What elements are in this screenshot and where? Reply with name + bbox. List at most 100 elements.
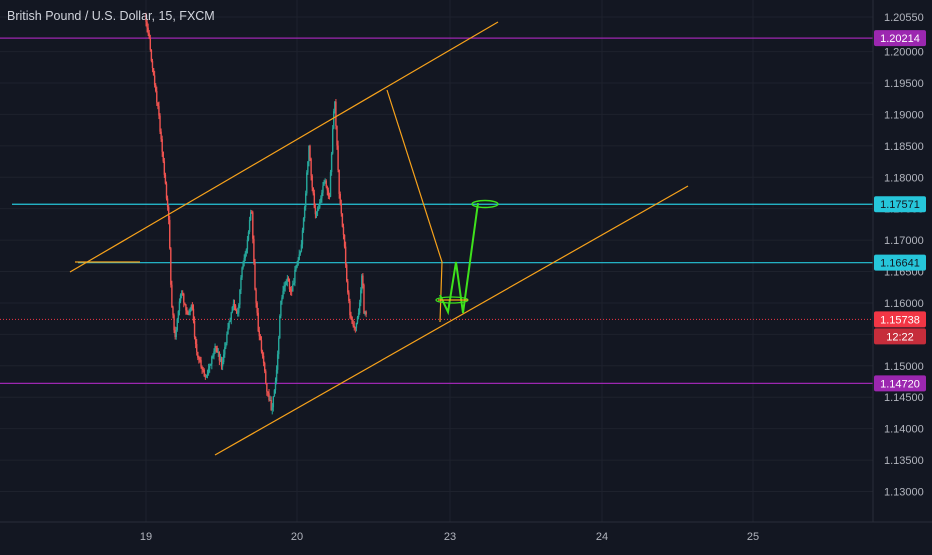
candle-body [256, 302, 258, 313]
candle-body [300, 244, 303, 252]
candle-body [211, 356, 213, 365]
candle-body [171, 284, 173, 308]
candle-body [173, 315, 175, 331]
candle-body [242, 262, 244, 268]
candle-body [204, 376, 207, 378]
candle-body [324, 180, 326, 182]
candle-body [309, 145, 311, 159]
candle-body [169, 219, 171, 249]
target-ellipse[interactable] [471, 199, 499, 209]
candle-body [303, 206, 306, 219]
candle-body [344, 246, 347, 265]
candle-body [316, 209, 319, 212]
candle-body [275, 369, 278, 382]
candle-body [153, 75, 156, 85]
channel-upper-line[interactable] [69, 21, 499, 273]
candle-body [337, 145, 339, 170]
candle-body [315, 211, 318, 215]
candle-body [163, 161, 166, 175]
candle-body [148, 33, 150, 39]
x-tick-label: 23 [444, 531, 456, 543]
current-price-label: 1.15738 [880, 314, 920, 326]
candle-body [280, 300, 282, 316]
candle-body [253, 238, 255, 262]
candle-body [212, 355, 214, 357]
candle-body [276, 354, 279, 370]
candle-body [229, 319, 231, 323]
candle-body [295, 267, 297, 270]
candle-body [262, 355, 265, 364]
candle-body [249, 212, 252, 221]
candle-body [178, 301, 181, 312]
candle-body [297, 259, 299, 265]
y-tick-label: 1.16000 [884, 298, 924, 310]
candle-body [201, 366, 203, 369]
candle-body [165, 183, 168, 199]
x-tick-label: 24 [596, 531, 608, 543]
candle-body [330, 153, 333, 173]
candle-body [273, 390, 276, 397]
horizontal-levels [0, 37, 873, 385]
candle-body [335, 101, 337, 126]
candle-body [360, 290, 362, 303]
candle-body [311, 175, 313, 188]
candle-body [350, 315, 352, 317]
candle-body [237, 312, 239, 314]
candle-body [185, 304, 187, 311]
candle-body [184, 302, 186, 305]
candle-body [341, 213, 344, 227]
candle-body [326, 186, 328, 191]
candle-body [281, 297, 283, 301]
x-tick-labels: 19 20 23 24 25 [140, 531, 759, 543]
candle-body [329, 172, 332, 197]
candle-body [268, 393, 270, 401]
forecast-path[interactable] [439, 202, 479, 316]
y-tick-label: 1.13000 [884, 487, 924, 499]
candle-body [202, 368, 204, 370]
candle-body [149, 38, 152, 50]
candle-body [334, 101, 336, 112]
x-tick-label: 25 [747, 531, 759, 543]
candle-body [267, 391, 269, 394]
candle-body [187, 313, 189, 315]
candle-body [357, 312, 360, 318]
candle-body [306, 172, 308, 194]
candle-body [294, 269, 296, 283]
candle-body [325, 180, 327, 187]
candle-body [298, 254, 300, 260]
candle-body [177, 311, 180, 320]
candle-body [166, 198, 169, 207]
candle-body [308, 145, 310, 162]
candle-body [172, 307, 174, 316]
y-tick-label: 1.20000 [884, 47, 924, 59]
candle-body [293, 282, 295, 285]
candle-body [356, 317, 359, 323]
candle-body [302, 218, 305, 231]
candle-body [151, 60, 154, 69]
candle-body [283, 286, 285, 291]
candle-body [197, 351, 199, 358]
candle-body [354, 327, 357, 329]
candle-body [215, 346, 217, 348]
chart-title: British Pound / U.S. Dollar, 15, FXCM [7, 9, 215, 23]
level-label: 1.20214 [880, 33, 920, 45]
price-axis-panel[interactable] [873, 0, 932, 550]
candle-body [147, 27, 149, 34]
candle-body [310, 158, 312, 176]
candle-body [269, 399, 271, 401]
candle-body [160, 131, 162, 140]
candle-body [219, 358, 222, 361]
grid [0, 0, 873, 522]
candle-body [192, 308, 195, 322]
channel-lower-line[interactable] [214, 185, 689, 456]
candle-body [189, 310, 191, 312]
candle-body [266, 383, 268, 392]
candle-body [362, 275, 364, 286]
countdown-tag [874, 328, 926, 345]
candle-body [191, 305, 194, 309]
candle-body [156, 91, 158, 103]
y-tick-label: 1.13500 [884, 455, 924, 467]
candle-body [218, 352, 221, 361]
